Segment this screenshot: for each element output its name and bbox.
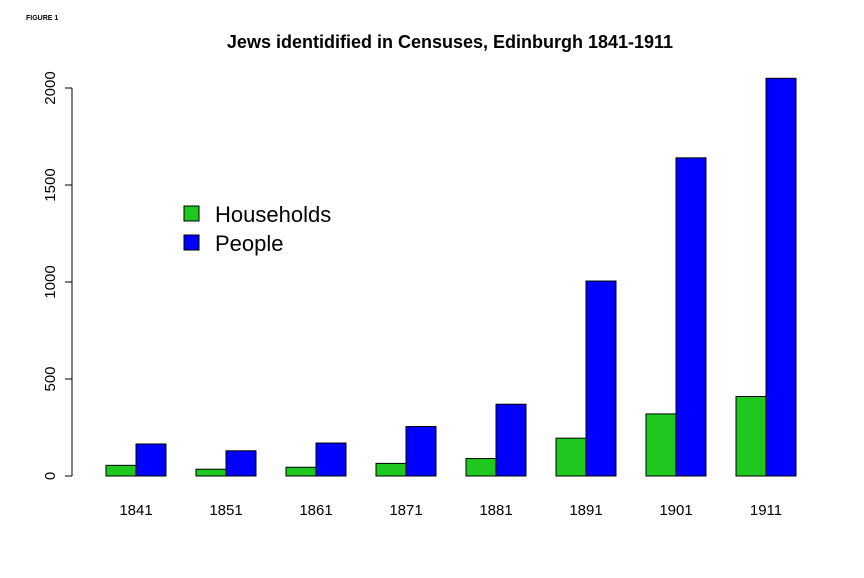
bar-households-1851: [195, 468, 227, 477]
bar-people-1891: [585, 280, 617, 477]
bar-households-1881: [465, 458, 497, 477]
legend: Households People: [183, 202, 331, 256]
chart-title: Jews identidified in Censuses, Edinburgh…: [227, 32, 673, 52]
bar-people-1881: [495, 403, 527, 477]
bar-people-1861: [315, 442, 347, 477]
bar-people-1911: [765, 77, 797, 477]
bar-people-1841: [135, 443, 167, 477]
x-tick-label: 1881: [479, 502, 512, 519]
y-tick-label: 500: [42, 366, 59, 391]
bar-households-1911: [735, 395, 767, 477]
x-tick-label: 1871: [389, 502, 422, 519]
x-axis-labels: 1841 1851 1861 1871 1881 1891 1901 1911: [119, 502, 782, 519]
bar-people-1851: [225, 450, 257, 477]
bars: [105, 77, 797, 477]
x-tick-label: 1901: [659, 502, 692, 519]
y-tick-label: 0: [42, 472, 59, 480]
legend-label-households: Households: [215, 202, 331, 227]
bar-people-1901: [675, 157, 707, 477]
bar-households-1901: [645, 413, 677, 477]
x-tick-label: 1861: [299, 502, 332, 519]
bar-households-1891: [555, 437, 587, 477]
x-tick-label: 1891: [569, 502, 602, 519]
y-axis-ticks: 0 500 1000 1500 2000: [42, 71, 72, 480]
y-tick-label: 1500: [42, 168, 59, 201]
legend-swatch-people: [183, 234, 200, 251]
x-tick-label: 1841: [119, 502, 152, 519]
legend-swatch-households: [183, 205, 200, 222]
bar-households-1841: [105, 464, 137, 477]
legend-label-people: People: [215, 231, 284, 256]
y-tick-label: 1000: [42, 265, 59, 298]
x-tick-label: 1851: [209, 502, 242, 519]
figure-label: FIGURE 1: [26, 15, 59, 22]
bar-households-1871: [375, 462, 407, 477]
bar-people-1871: [405, 426, 437, 477]
bar-households-1861: [285, 466, 317, 477]
y-tick-label: 2000: [42, 71, 59, 104]
x-tick-label: 1911: [750, 502, 782, 519]
